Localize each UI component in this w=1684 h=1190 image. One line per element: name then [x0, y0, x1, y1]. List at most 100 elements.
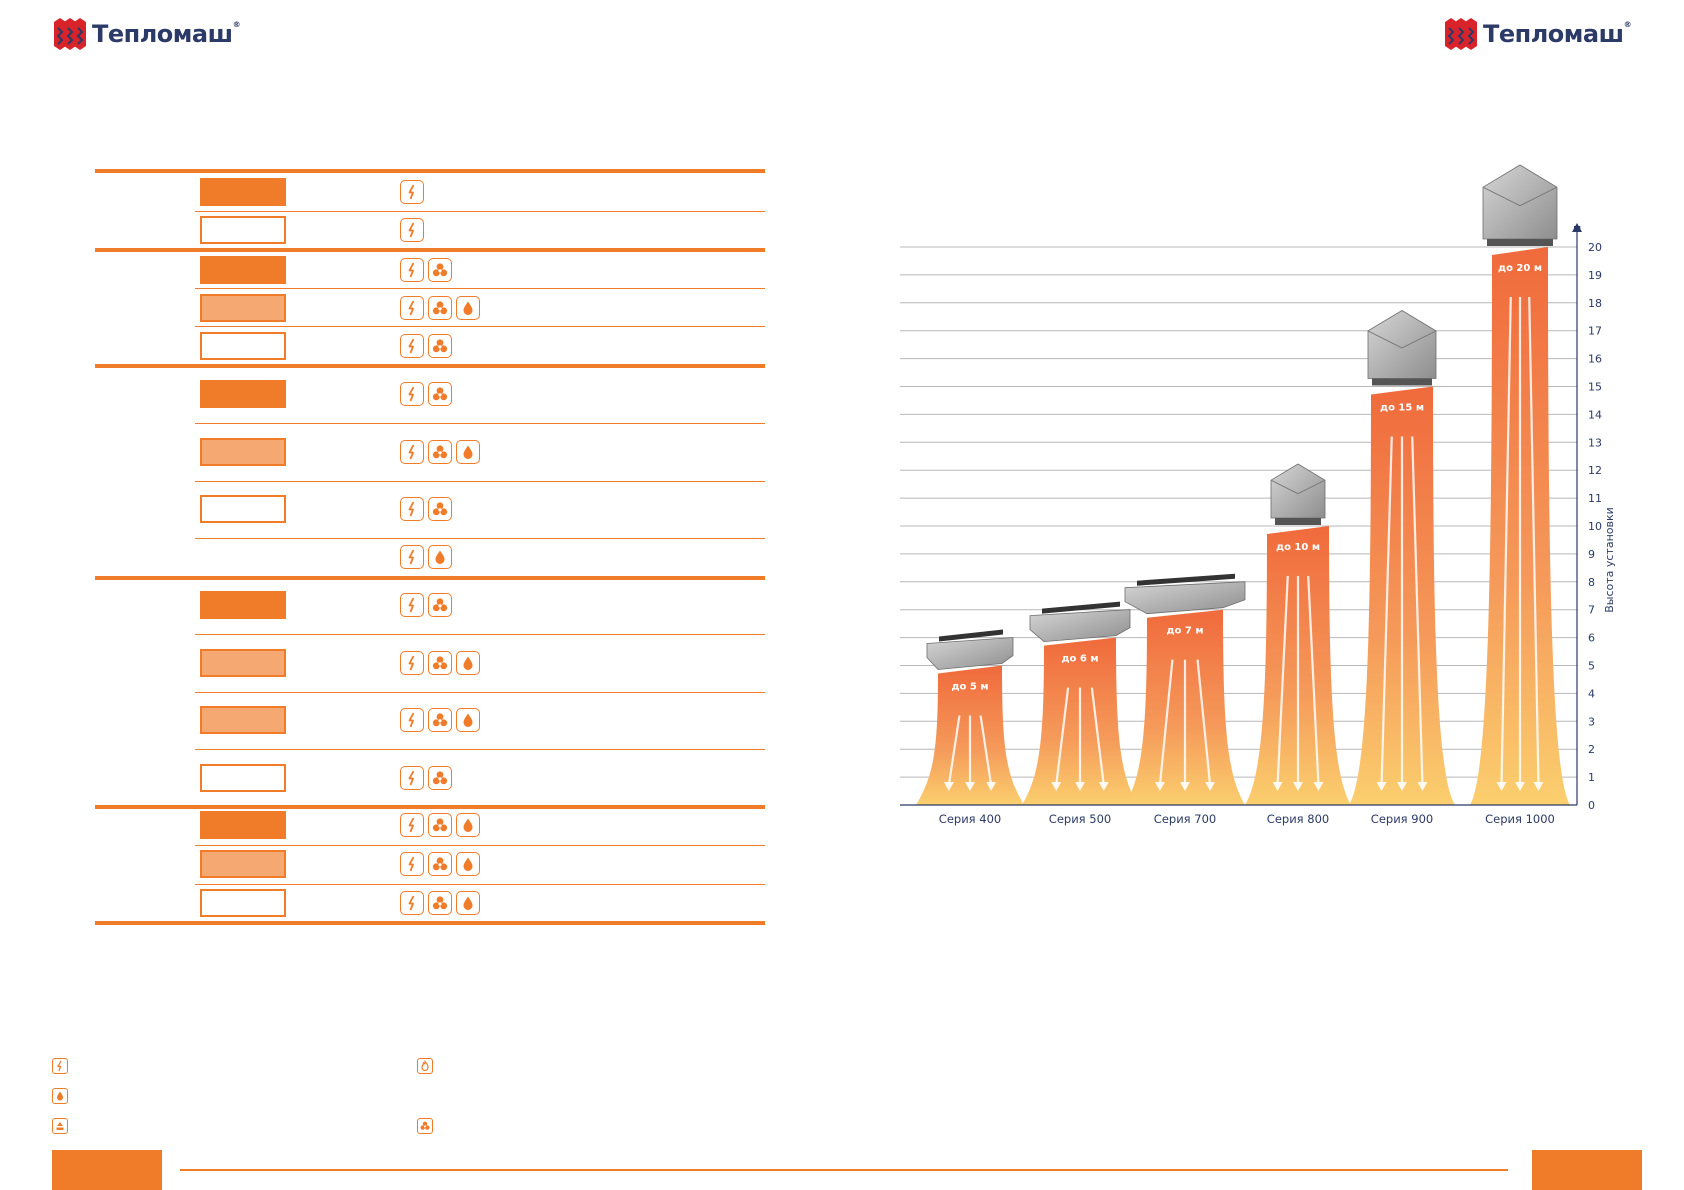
x-tick-label: Серия 700 [1154, 812, 1216, 826]
electric-icon [400, 852, 424, 876]
power-swatch-full [200, 811, 286, 839]
row-icons [400, 382, 452, 406]
y-tick-label: 13 [1588, 436, 1602, 449]
airflow-arrow [1528, 296, 1540, 786]
electric-icon [400, 813, 424, 837]
power-swatch-full [200, 178, 286, 206]
water-icon [456, 813, 480, 837]
power-swatch-empty [200, 764, 286, 792]
y-tick-label: 5 [1588, 660, 1595, 673]
table-divider-thick [95, 921, 765, 925]
electric-icon [400, 497, 424, 521]
power-swatch-light [200, 850, 286, 878]
electric-icon [400, 545, 424, 569]
y-tick-label: 2 [1588, 743, 1595, 756]
table-divider [195, 884, 765, 885]
airflow-arrow-head [1376, 782, 1387, 791]
airflow-arrow-head [1313, 782, 1324, 791]
fan-icon [428, 593, 452, 617]
electric-icon [400, 891, 424, 915]
airflow-arrow-head [1397, 782, 1407, 791]
airflow-arrow-head [1533, 782, 1544, 791]
power-swatch-full [200, 380, 286, 408]
bar: до 20 м [1470, 164, 1570, 805]
fan-icon [428, 497, 452, 521]
y-tick-label: 18 [1588, 297, 1602, 310]
y-tick-label: 10 [1588, 520, 1602, 533]
table-divider-thick [95, 576, 765, 580]
fan-icon [428, 852, 452, 876]
airflow-arrow [947, 715, 961, 786]
bar: до 6 м [1022, 601, 1138, 805]
electric-icon [400, 334, 424, 358]
power-swatch-full [200, 591, 286, 619]
table-divider [195, 326, 765, 327]
y-tick-label: 15 [1588, 381, 1602, 394]
legend-water-icon [52, 1088, 68, 1104]
y-axis-arrow-icon [1572, 223, 1582, 232]
row-icons [400, 813, 480, 837]
footer-block-left [52, 1150, 162, 1190]
bar-data-label: до 15 м [1380, 403, 1424, 414]
water-icon [456, 891, 480, 915]
bar-data-label: до 6 м [1061, 654, 1098, 665]
fan-icon [428, 440, 452, 464]
bar-data-label: до 10 м [1276, 542, 1320, 553]
y-tick-label: 17 [1588, 325, 1602, 338]
airflow-arrow-head [1051, 782, 1062, 791]
footer-block-right [1532, 1150, 1642, 1190]
row-icons [400, 180, 424, 204]
table-divider-thick [95, 248, 765, 252]
y-tick-label: 8 [1588, 576, 1595, 589]
legend-fan-icon [417, 1118, 433, 1134]
electric-icon [400, 766, 424, 790]
legend-steam-icon [52, 1118, 68, 1134]
y-tick-label: 7 [1588, 604, 1595, 617]
row-icons [400, 708, 480, 732]
row-icons [400, 334, 452, 358]
logo-mark-icon [54, 18, 86, 50]
electric-icon [400, 593, 424, 617]
legend-gas-icon [417, 1058, 433, 1074]
y-tick-label: 16 [1588, 353, 1602, 366]
electric-icon [400, 180, 424, 204]
logo-mark-icon [1445, 18, 1477, 50]
airflow-arrow [1196, 659, 1212, 786]
bar-data-label: до 5 м [951, 682, 988, 693]
brand-name: Тепломаш® [92, 20, 241, 48]
airflow-arrow-head [1272, 782, 1283, 791]
power-swatch-empty [200, 495, 286, 523]
power-swatch-empty [200, 332, 286, 360]
x-tick-label: Серия 1000 [1485, 812, 1555, 826]
bar: до 10 м [1245, 463, 1351, 805]
y-tick-label: 6 [1588, 632, 1595, 645]
water-icon [456, 708, 480, 732]
row-icons [400, 440, 480, 464]
curtain-unit-image [1482, 164, 1558, 246]
airflow-arrow-head [1496, 782, 1507, 791]
fan-icon [428, 258, 452, 282]
x-tick-label: Серия 800 [1267, 812, 1329, 826]
row-icons [400, 545, 452, 569]
y-tick-label: 12 [1588, 464, 1602, 477]
curtain-unit-image [1029, 601, 1131, 643]
electric-icon [400, 382, 424, 406]
bar-data-label: до 7 м [1166, 626, 1203, 637]
airflow-arrow [1090, 687, 1105, 786]
bar: до 7 м [1124, 573, 1246, 805]
row-icons [400, 497, 452, 521]
airflow-arrow-head [1515, 782, 1525, 791]
logo-right: Тепломаш® [1443, 18, 1632, 50]
table-divider-thick [95, 805, 765, 809]
electric-icon [400, 708, 424, 732]
airflow-arrow-head [1180, 782, 1190, 791]
table-divider [195, 538, 765, 539]
electric-icon [400, 258, 424, 282]
y-axis-unit: м [1573, 222, 1581, 235]
airflow-arrow-head [986, 782, 997, 791]
curtain-unit-image [926, 629, 1014, 670]
chart-bars: до 5 м до 6 м до 7 м до 10 м до 15 м до 20 м [916, 164, 1570, 805]
y-tick-label: 14 [1588, 408, 1602, 421]
table-divider [195, 634, 765, 635]
